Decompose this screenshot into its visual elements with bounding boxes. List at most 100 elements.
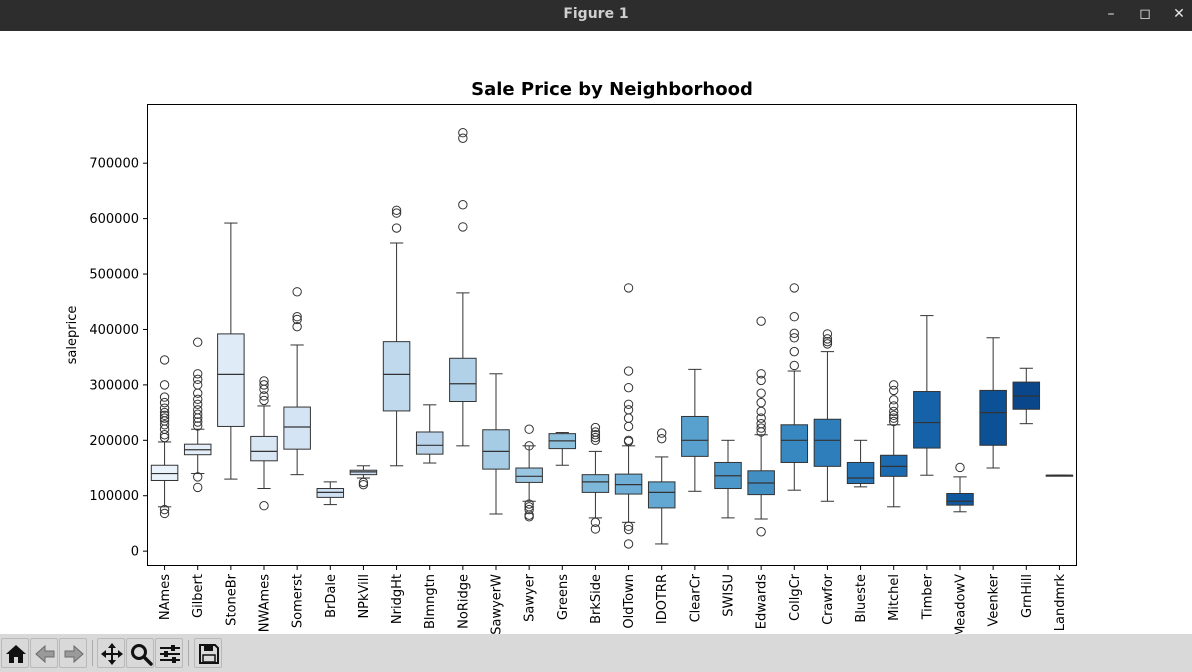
outlier-point [391,208,402,218]
forward-icon [64,644,84,664]
x-tick-label: MeadowV [954,574,969,634]
outlier-point [193,413,203,423]
box [449,357,477,403]
outlier-point [259,395,269,406]
x-tick-label: ClearCr [688,573,703,622]
zoom-icon [131,644,153,666]
box-group-edwards [747,316,775,537]
x-tick-label: NAmes [158,574,173,620]
outlier-point [193,472,203,482]
outlier-point [159,355,170,365]
outlier-point [889,380,899,390]
outlier-point [889,401,899,411]
outlier-point [259,380,269,390]
outlier-point [789,333,799,343]
box [217,333,245,427]
outlier-point [756,397,766,408]
forward-button[interactable] [59,638,87,668]
outlier-point [756,316,766,326]
box [946,493,974,506]
outlier-point [822,334,833,344]
pan-button[interactable] [97,638,125,668]
zoom-button[interactable] [126,638,154,668]
box [382,341,411,412]
outlier-point [789,283,799,293]
box-group-brdale [316,481,345,506]
outlier-point [159,397,170,408]
outlier-point [193,337,203,347]
outlier-point [756,423,766,433]
x-tick-label: NoRidge [456,574,471,629]
outlier-point [756,388,766,398]
outlier-point [590,430,601,440]
outlier-point [259,391,269,401]
box [979,389,1007,446]
configure-button[interactable] [155,638,183,668]
outlier-point [889,385,899,396]
pan-icon [101,643,123,665]
box [250,435,278,462]
x-tick-label: Veenker [987,573,1002,626]
box-group-grnhill [1012,367,1041,425]
box-group-landmrk [1045,474,1074,477]
home-icon [6,645,26,663]
maximize-icon[interactable]: ◻ [1139,6,1151,22]
save-icon [199,644,219,664]
outlier-point [789,328,799,339]
box-group-meadowv [946,462,974,513]
outlier-point [623,539,634,549]
outlier-point [159,403,170,413]
x-axis-ticks: NAmes Gilbert StoneBr NWAmes Somerst BrDale NP… [158,566,1068,637]
box-group-brkside [581,422,610,534]
box-group-oldtown [614,283,643,549]
outlier-point [623,405,634,415]
outlier-point [524,504,534,515]
outlier-point [756,406,766,417]
close-icon[interactable]: ✕ [1173,6,1185,22]
outlier-point [159,504,170,515]
outlier-point [159,380,170,390]
outlier-point [524,512,534,522]
outlier-point [657,433,667,444]
box-group-nridght [382,205,411,467]
window-title: Figure 1 [563,6,629,22]
box-group-collgcr [780,283,809,491]
outlier-point [789,312,799,322]
outlier-point [458,133,468,143]
box-group-idotrr [647,428,676,545]
x-tick-label: Edwards [755,574,770,629]
outlier-point [458,200,468,210]
outlier-point [789,360,799,371]
box [846,461,875,485]
box [780,424,809,463]
navigation-toolbar [0,634,1192,672]
save-button[interactable] [194,638,222,668]
outlier-point [193,394,203,404]
outlier-point [657,428,667,438]
box-group-gilbert [183,337,212,493]
outlier-point [159,420,170,430]
back-button[interactable] [30,638,58,668]
box-group-names [150,355,179,519]
y-axis-label: saleprice [65,306,80,365]
outlier-point [889,416,899,427]
box-group-blmngtn [415,404,444,464]
x-tick-label: IDOTRR [655,574,670,624]
x-tick-label: StoneBr [224,573,239,625]
outlier-point [159,413,170,423]
y-tick-label: 600000 [89,212,139,227]
box-group-swisu [714,439,742,519]
outlier-point [391,223,402,233]
home-button[interactable] [1,638,29,668]
outlier-point [259,500,269,511]
toolbar-separator [92,640,93,666]
box-group-greens [548,432,577,466]
outlier-point [193,399,203,409]
box [681,415,709,457]
minimize-icon[interactable]: – [1107,6,1115,22]
outlier-point [259,384,269,395]
y-tick-label: 700000 [89,157,139,172]
outlier-point [822,329,833,339]
y-tick-label: 500000 [89,268,139,283]
outlier-point [756,413,766,423]
